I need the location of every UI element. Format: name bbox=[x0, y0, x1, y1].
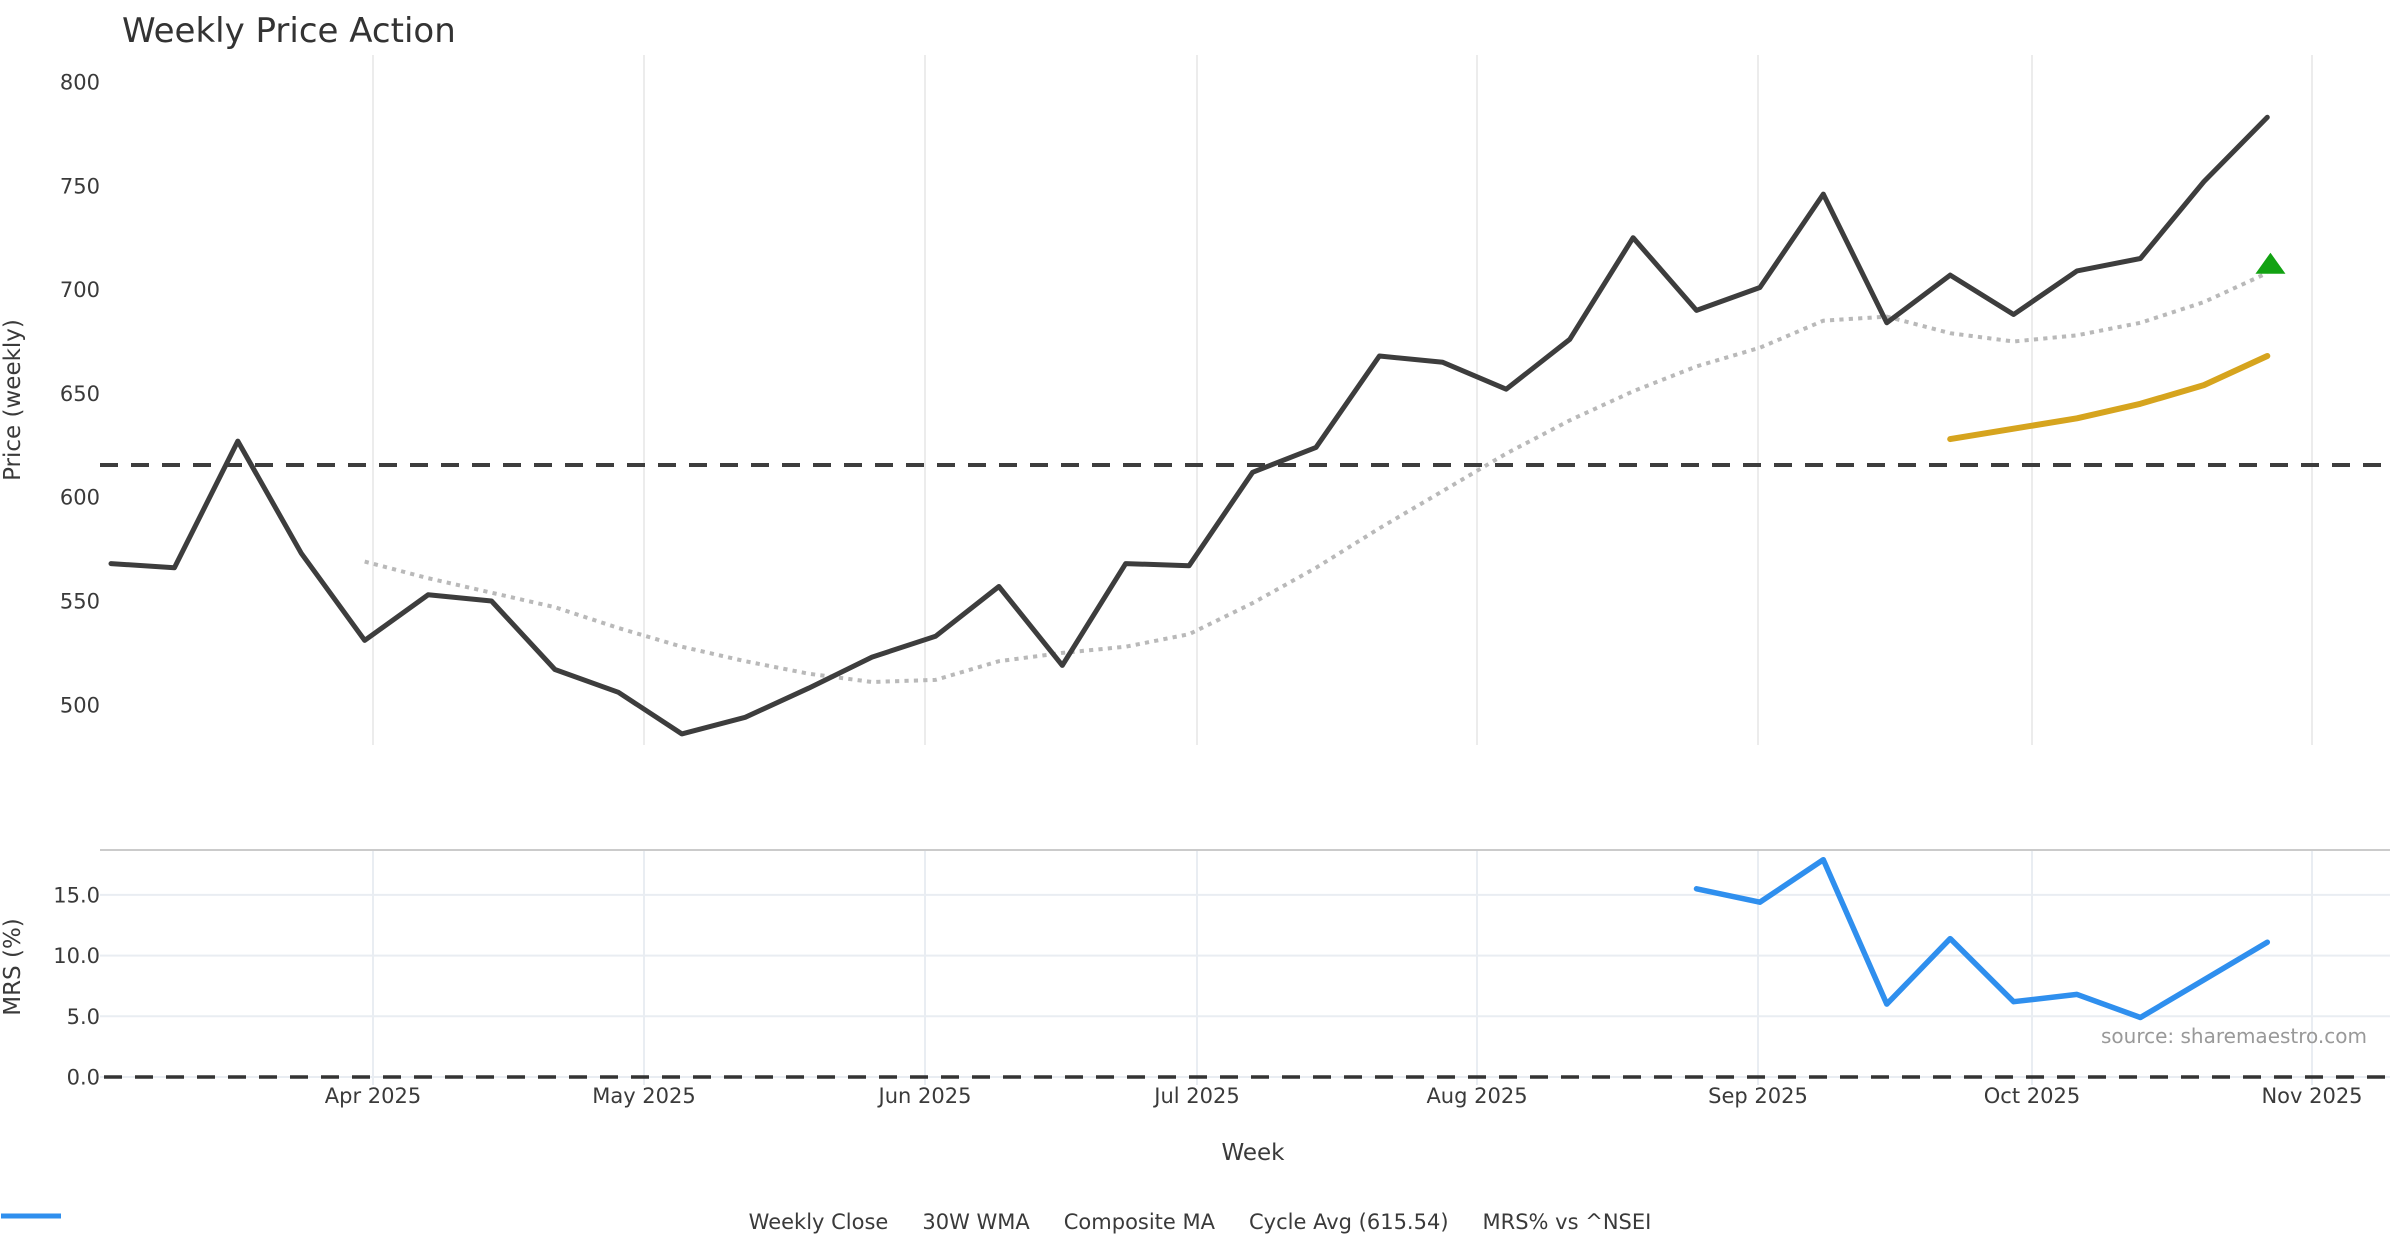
legend-label: Weekly Close bbox=[748, 1210, 889, 1234]
30w-wma-line bbox=[1947, 353, 2271, 443]
weekly-close-line bbox=[108, 114, 2270, 737]
month-tick-label: Jun 2025 bbox=[877, 1084, 972, 1108]
legend-label: Cycle Avg (615.54) bbox=[1249, 1210, 1449, 1234]
x-axis-label: Week bbox=[1221, 1140, 1285, 1166]
price-tick-label: 650 bbox=[60, 382, 100, 406]
mrs-tick-label: 0.0 bbox=[67, 1066, 100, 1090]
source-text: source: sharemaestro.com bbox=[2101, 1024, 2367, 1048]
legend-item: Composite MA bbox=[1, 1210, 1216, 1234]
chart-title: Weekly Price Action bbox=[122, 11, 456, 51]
price-tick-label: 600 bbox=[60, 486, 100, 510]
data-series bbox=[100, 114, 2390, 1079]
month-tick-label: Jul 2025 bbox=[1152, 1084, 1239, 1108]
month-tick-label: Apr 2025 bbox=[325, 1084, 421, 1108]
legend-label: MRS% vs ^NSEI bbox=[1482, 1210, 1652, 1234]
month-tick-label: Sep 2025 bbox=[1708, 1084, 1808, 1108]
legend: Weekly Close 30W WMA Composite MA Cycle Avg… bbox=[0, 1210, 2400, 1234]
mrs-tick-label: 15.0 bbox=[53, 883, 100, 907]
legend-item: Cycle Avg (615.54) bbox=[1, 1210, 1449, 1234]
composite-ma-line bbox=[364, 271, 2269, 685]
price-tick-label: 750 bbox=[60, 174, 100, 198]
mrs-line bbox=[1693, 856, 2271, 1021]
mrs-tick-label: 10.0 bbox=[53, 944, 100, 968]
price-tick-label: 700 bbox=[60, 278, 100, 302]
signal-triangle-marker bbox=[2255, 252, 2286, 274]
mrs-tick-label: 5.0 bbox=[67, 1005, 100, 1029]
legend-item: Weekly Close bbox=[1, 1210, 889, 1234]
month-tick-label: Nov 2025 bbox=[2261, 1084, 2362, 1108]
month-tick-label: Aug 2025 bbox=[1426, 1084, 1527, 1108]
price-axis-label: Price (weekly) bbox=[0, 319, 26, 481]
price-tick-label: 800 bbox=[60, 71, 100, 95]
legend-item: MRS% vs ^NSEI bbox=[1, 1210, 1652, 1234]
legend-item: 30W WMA bbox=[1, 1210, 1030, 1234]
legend-swatch-solid bbox=[1, 1213, 61, 1219]
price-tick-label: 550 bbox=[60, 590, 100, 614]
month-tick-label: May 2025 bbox=[592, 1084, 696, 1108]
price-tick-label: 500 bbox=[60, 693, 100, 717]
axis-tick-labels: Apr 2025 May 2025 Jun 2025 Jul 2025 Aug 2025… bbox=[53, 71, 2362, 1109]
mrs-axis-label: MRS (%) bbox=[0, 918, 26, 1016]
legend-label: Composite MA bbox=[1063, 1210, 1216, 1234]
legend-label: 30W WMA bbox=[922, 1210, 1030, 1234]
gridlines bbox=[100, 55, 2390, 1085]
month-tick-label: Oct 2025 bbox=[1984, 1084, 2080, 1108]
